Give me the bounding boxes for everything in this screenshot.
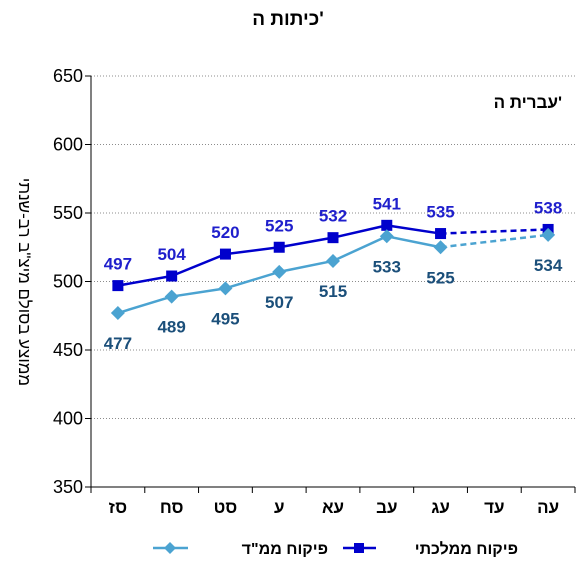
x-tick-label: עג [431, 498, 450, 517]
chart-title: כיתות ה' [252, 9, 324, 30]
y-axis-label: ממוצע בסולם מיצ"ב רב-שנתי [15, 178, 34, 386]
data-label: 525 [265, 216, 293, 235]
series-line-segment [386, 224, 441, 235]
data-label: 489 [157, 318, 185, 337]
point-diamond [541, 227, 556, 242]
series-line-segment [278, 259, 334, 274]
legend-marker-diamond [164, 542, 176, 554]
legend-label-mamad: פיקוח ממ"ד [242, 541, 328, 558]
series-line-segment [225, 246, 280, 256]
x-tick-label: עא [322, 498, 344, 517]
chart-annotation: עברית ה' [494, 93, 562, 112]
x-tick-label: עב [376, 498, 397, 517]
point-square [327, 232, 339, 244]
series-line-segment [117, 274, 172, 287]
legend-marker-square [354, 543, 364, 553]
x-tick-label: עה [537, 498, 559, 517]
point-diamond [272, 264, 287, 279]
series-connector-dashed [440, 233, 549, 249]
series [110, 219, 556, 321]
data-label: 520 [211, 223, 239, 242]
axes: 350 400 450 500 550 600 650 סז סח סט ע עא עב עג עד עה [53, 66, 576, 517]
y-tick-label: 450 [53, 340, 83, 360]
data-label: 525 [426, 268, 454, 287]
x-tick-label: עד [484, 498, 504, 517]
data-labels: 497 504 520 525 532 541 535 538 477 489 495 507 515 5… [104, 194, 563, 353]
legend-label-mamlachti: פיקוח ממלכתי [415, 540, 518, 558]
point-diamond [164, 289, 179, 304]
point-square [435, 228, 447, 240]
x-tick-label: ע [274, 498, 285, 517]
legend-item-mamlachti: פיקוח ממלכתי [343, 540, 518, 558]
series-connector-dashed [440, 228, 549, 235]
y-tick-label: 650 [53, 66, 83, 86]
data-label: 538 [534, 198, 562, 217]
legend-item-mamad: פיקוח ממ"ד [153, 541, 328, 558]
x-tick-label: סט [214, 498, 238, 517]
series-line-segment [279, 236, 334, 249]
data-label: 507 [265, 293, 293, 312]
point-diamond [433, 240, 448, 255]
data-label: 515 [319, 282, 347, 301]
point-diamond [110, 306, 125, 321]
point-diamond [326, 253, 340, 268]
data-label: 497 [104, 255, 132, 274]
series-line-segment [386, 235, 441, 249]
point-square [112, 280, 124, 292]
data-label: 541 [373, 194, 401, 213]
point-square [273, 241, 285, 253]
series-line-segment [171, 252, 226, 278]
point-square [166, 270, 178, 282]
series-line-segment [332, 235, 388, 263]
legend: פיקוח ממלכתי פיקוח ממ"ד [153, 540, 518, 558]
series-line-segment [117, 295, 173, 315]
data-label: 533 [373, 257, 401, 276]
series-line-segment [171, 287, 226, 298]
data-label: 495 [211, 309, 239, 328]
series-line-segment [225, 270, 280, 290]
y-tick-label: 350 [53, 477, 83, 497]
y-tick-label: 550 [53, 203, 83, 223]
x-tick-label: סח [160, 498, 184, 517]
point-square [381, 219, 393, 231]
x-tick-label: סז [109, 498, 127, 517]
y-tick-label: 400 [53, 409, 83, 429]
data-label: 534 [534, 256, 563, 275]
y-tick-label: 500 [53, 272, 83, 292]
point-diamond [218, 281, 233, 296]
data-label: 532 [319, 207, 347, 226]
point-square [219, 248, 231, 260]
data-label: 477 [104, 334, 132, 353]
series-line-segment [332, 224, 388, 239]
data-label: 535 [426, 203, 454, 222]
point-diamond [379, 229, 394, 244]
data-label: 504 [157, 245, 186, 264]
y-tick-label: 600 [53, 135, 83, 155]
